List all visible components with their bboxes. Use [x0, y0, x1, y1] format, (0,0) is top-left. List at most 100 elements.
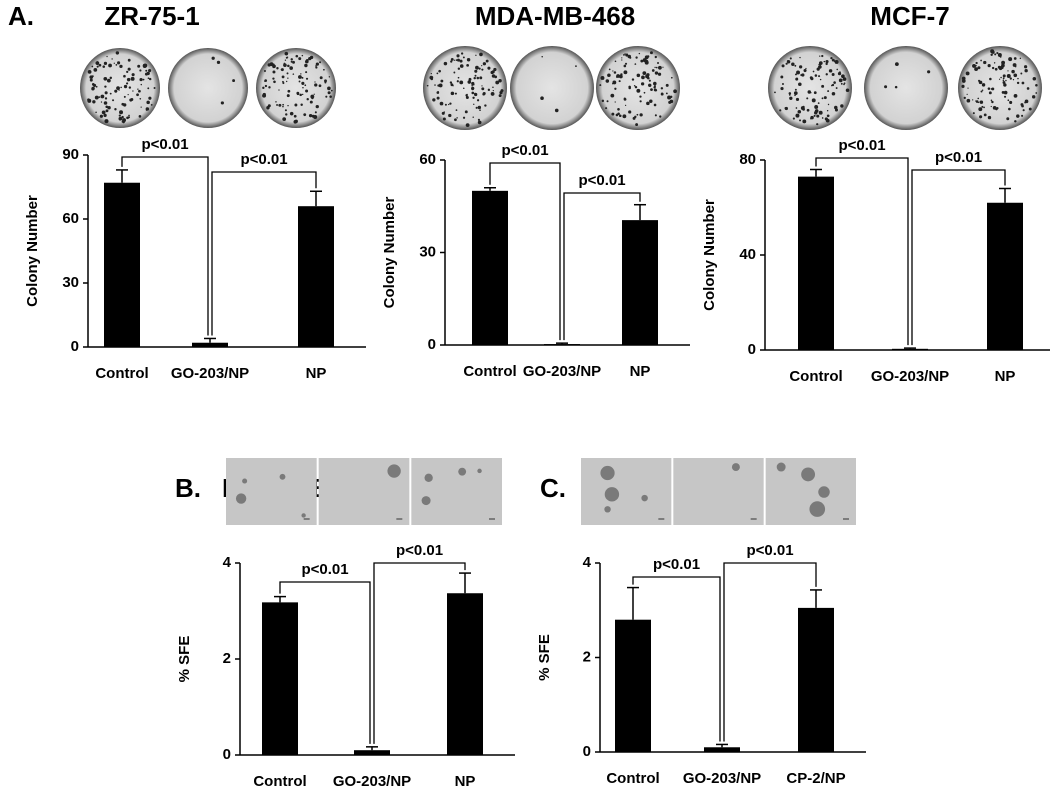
colony-dot: [145, 69, 148, 72]
panel-label: A.: [8, 1, 34, 31]
colony-dot: [289, 111, 294, 116]
colony-dot: [456, 58, 460, 62]
micrograph-image: [581, 458, 672, 525]
colony-dot: [467, 80, 472, 84]
colony-dot: [628, 86, 631, 90]
colony-dot: [493, 67, 497, 72]
colony-dot: [463, 87, 465, 90]
colony-dot: [998, 78, 1001, 80]
y-tick-label: 0: [583, 743, 591, 760]
colony-dot: [1024, 65, 1028, 69]
colony-dot: [282, 117, 287, 122]
colony-dot: [314, 81, 316, 83]
colony-dot: [622, 114, 627, 119]
colony-dot: [983, 60, 987, 65]
colony-dot: [140, 106, 142, 108]
colony-dot: [1005, 79, 1007, 82]
colony-dot: [329, 95, 332, 98]
x-tick-label: Control: [789, 368, 842, 385]
colony-dot: [330, 89, 333, 92]
colony-dot: [1028, 107, 1032, 111]
colony-dot: [965, 71, 970, 76]
colony-dot: [146, 71, 150, 76]
colony-dot: [103, 113, 107, 118]
colony-dot: [319, 76, 323, 80]
colony-dot: [278, 103, 282, 107]
colony-dot: [981, 83, 986, 87]
colony-dot: [153, 87, 156, 90]
colony-dot: [1009, 77, 1012, 80]
colony-dot: [638, 52, 641, 55]
colony-dot: [831, 91, 836, 96]
colony-dot: [272, 77, 275, 80]
colony-dot: [438, 83, 443, 88]
colony-dot: [1021, 81, 1025, 85]
colony-dot: [282, 105, 284, 108]
colony-dot: [328, 76, 331, 78]
y-axis-label: Colony Number: [24, 195, 41, 307]
colony-dot: [305, 71, 308, 74]
colony-dot: [627, 54, 632, 59]
colony-dot: [301, 76, 304, 79]
colony-dot: [114, 89, 118, 93]
colony-dot: [794, 94, 796, 97]
colony-dot: [301, 81, 305, 85]
colony-dot: [89, 78, 93, 82]
colony-dot: [498, 79, 502, 83]
colony-dot: [482, 62, 487, 66]
colony-dot: [456, 117, 458, 119]
colony-dot: [975, 61, 978, 65]
colony-dot: [287, 89, 291, 93]
colony-dot: [101, 110, 106, 115]
colony-dot: [443, 61, 448, 66]
colony-dot: [1003, 95, 1007, 98]
significance-label: p<0.01: [141, 136, 188, 153]
sphere-blob: [424, 473, 433, 482]
significance-bracket: [815, 157, 909, 346]
colony-dot: [232, 79, 236, 82]
colony-dot: [613, 71, 617, 74]
colony-dot: [894, 62, 899, 67]
colony-dot: [607, 73, 611, 77]
colony-dot: [123, 95, 126, 98]
colony-dot: [979, 115, 983, 119]
colony-dot: [315, 65, 317, 67]
colony-dot: [648, 83, 652, 88]
colony-dot: [473, 76, 476, 80]
significance-label: p<0.01: [501, 142, 548, 159]
colony-dot: [845, 88, 850, 93]
colony-dot: [220, 101, 224, 105]
bar: [262, 602, 298, 755]
colony-dot: [1002, 74, 1006, 78]
colony-dot: [87, 98, 90, 102]
colony-dot: [118, 116, 123, 121]
colony-dot: [139, 78, 143, 82]
colony-dot: [478, 67, 481, 70]
colony-dot: [651, 69, 655, 72]
colony-dot: [831, 83, 835, 87]
colony-dot: [100, 94, 105, 99]
colony-dot: [113, 62, 115, 64]
colony-dot: [284, 51, 289, 56]
colony-dot: [612, 83, 614, 85]
sphere-blob: [604, 487, 620, 502]
colony-dot: [834, 108, 839, 112]
panel-label: C.: [540, 473, 566, 503]
colony-dot: [464, 110, 468, 114]
colony-dot: [541, 56, 543, 58]
sphere-blob: [477, 468, 482, 474]
colony-dot: [993, 62, 996, 64]
colony-dot: [436, 91, 440, 94]
y-tick-label: 4: [223, 554, 232, 571]
colony-dot: [1022, 109, 1025, 112]
colony-dot: [814, 104, 819, 109]
colony-dot: [462, 116, 466, 119]
colony-dot: [806, 108, 810, 112]
x-tick-label: CP-2/NP: [786, 770, 845, 787]
colony-dot: [612, 80, 617, 85]
colony-dot: [961, 79, 966, 83]
colony-dot: [665, 92, 668, 95]
colony-dot: [311, 96, 314, 100]
colony-dot: [999, 55, 1002, 58]
colony-dot: [104, 91, 108, 95]
